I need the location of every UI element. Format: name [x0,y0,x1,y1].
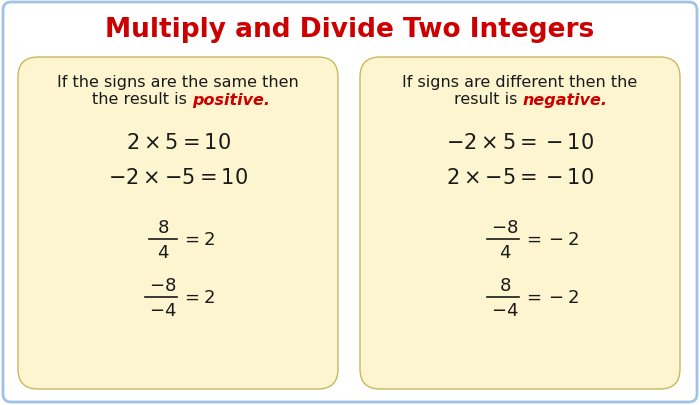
Text: $-4$: $-4$ [149,301,177,319]
Text: $-8$: $-8$ [149,276,176,294]
FancyBboxPatch shape [18,58,338,389]
Text: $2\times5=10$: $2\times5=10$ [125,133,230,153]
Text: $=2$: $=2$ [181,230,215,248]
FancyBboxPatch shape [360,58,680,389]
Text: If the signs are the same then: If the signs are the same then [57,75,299,90]
Text: the result is: the result is [92,92,192,107]
Text: $-8$: $-8$ [491,218,519,237]
Text: $8$: $8$ [499,276,511,294]
Text: $-4$: $-4$ [491,301,519,319]
Text: result is: result is [454,92,523,107]
Text: $=-2$: $=-2$ [523,230,579,248]
Text: If signs are different then the: If signs are different then the [402,75,638,90]
Text: positive.: positive. [193,92,270,107]
Text: $=-2$: $=-2$ [523,288,579,306]
Text: $4$: $4$ [157,243,169,261]
Text: $-2\times5=-10$: $-2\times5=-10$ [446,133,594,153]
Text: $8$: $8$ [157,218,169,237]
FancyBboxPatch shape [3,3,697,402]
Text: $-2\times{-5}=10$: $-2\times{-5}=10$ [108,168,248,188]
Text: $=2$: $=2$ [181,288,215,306]
Text: $4$: $4$ [499,243,511,261]
Text: $2\times{-5}=-10$: $2\times{-5}=-10$ [446,168,594,188]
Text: Multiply and Divide Two Integers: Multiply and Divide Two Integers [106,17,594,43]
Text: negative.: negative. [523,92,608,107]
